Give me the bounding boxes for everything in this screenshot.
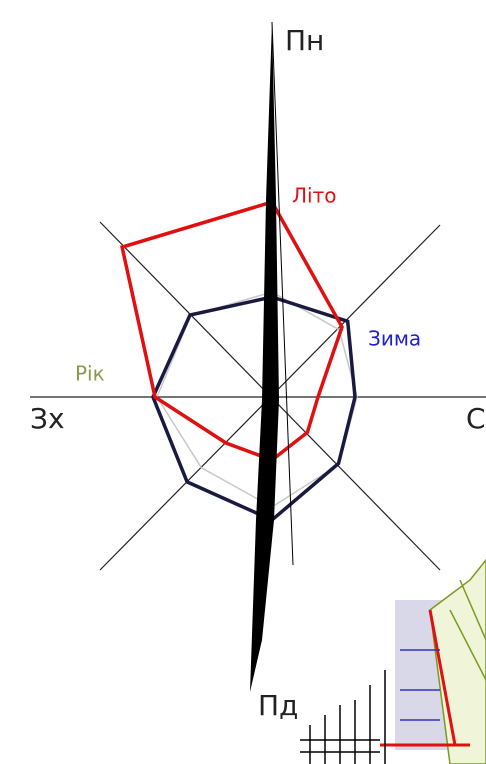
- direction-label: Пд: [258, 689, 298, 722]
- series-label: Зима: [368, 327, 421, 351]
- direction-label: С: [466, 402, 486, 435]
- series-label: Рік: [75, 362, 105, 386]
- floor-plan: [300, 558, 486, 764]
- series-polygon: [120, 199, 344, 462]
- series-polygon: [151, 295, 357, 523]
- north-needle: [250, 22, 279, 692]
- direction-label: Пн: [285, 24, 324, 57]
- series-label: Літо: [292, 184, 336, 208]
- direction-label: Зх: [30, 402, 65, 435]
- needle-edge: [271, 21, 294, 566]
